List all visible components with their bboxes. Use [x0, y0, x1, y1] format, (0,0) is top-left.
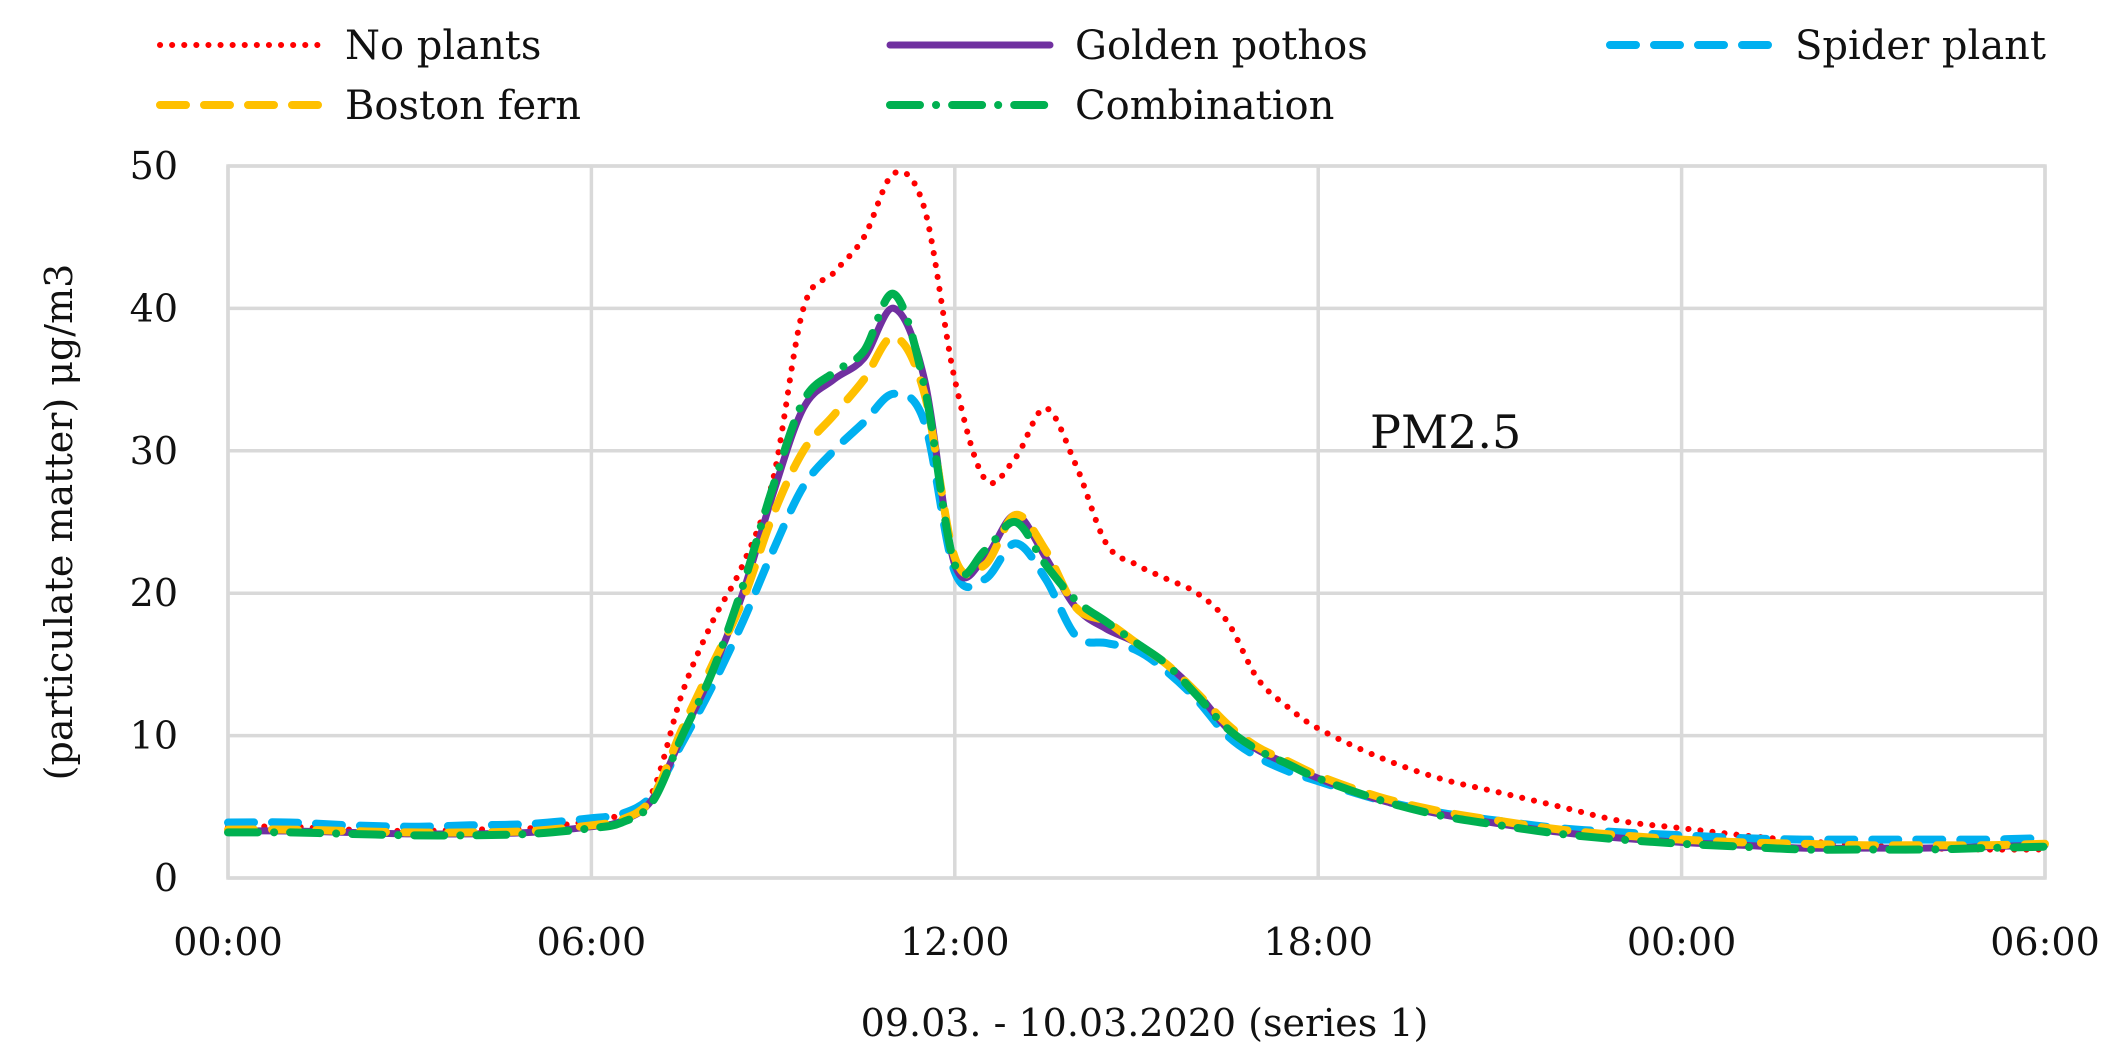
- y-axis-label: (particulate matter) μg/m3: [37, 264, 81, 781]
- labels-layer: (particulate matter) μg/m3 09.03. - 10.03…: [37, 264, 1521, 1045]
- legend: No plants Golden pothos Spider plant Boston…: [156, 23, 2046, 129]
- legend-item-no-plants: No plants: [157, 23, 541, 69]
- plot-area: [226, 164, 2047, 880]
- x-tick-label: 00:00: [1627, 920, 1737, 964]
- y-tick-label: 0: [154, 856, 178, 900]
- legend-item-boston-fern: Boston fern: [156, 83, 581, 129]
- legend-label-spider-plant: Spider plant: [1795, 23, 2046, 69]
- legend-label-no-plants: No plants: [345, 23, 541, 69]
- x-tick-label: 06:00: [537, 920, 647, 964]
- x-axis-label: 09.03. - 10.03.2020 (series 1): [861, 1001, 1429, 1045]
- x-tick-label: 18:00: [1263, 920, 1373, 964]
- y-tick-label: 50: [130, 144, 178, 188]
- series-line-boston-fern: [224, 332, 2049, 850]
- x-tick-label: 12:00: [900, 920, 1010, 964]
- legend-label-boston-fern: Boston fern: [345, 83, 581, 129]
- series-line-spider-plant: [224, 389, 2049, 844]
- series-layer: [224, 168, 2049, 854]
- series-line-golden-pothos: [224, 304, 2049, 852]
- y-tick-label: 20: [130, 571, 178, 615]
- series-line-combination: [224, 290, 2049, 854]
- legend-label-combination: Combination: [1075, 83, 1334, 129]
- pm25-annotation: PM2.5: [1370, 405, 1521, 459]
- y-tick-label: 10: [130, 714, 178, 758]
- plot-border: [226, 164, 2047, 880]
- y-tick-label: 40: [130, 286, 178, 330]
- legend-label-golden-pothos: Golden pothos: [1075, 23, 1368, 69]
- x-tick-label: 00:00: [173, 920, 283, 964]
- y-tick-label: 30: [130, 429, 178, 473]
- axes: 0 10 20 30 40 50 00:00 06:00 12:00 18:00 00:00 06:0…: [130, 144, 2100, 964]
- legend-item-spider-plant: Spider plant: [1606, 23, 2046, 69]
- series-line-no-plants: [225, 168, 2048, 853]
- x-tick-label: 06:00: [1990, 920, 2100, 964]
- legend-item-golden-pothos: Golden pothos: [886, 23, 1368, 69]
- legend-item-combination: Combination: [886, 83, 1334, 129]
